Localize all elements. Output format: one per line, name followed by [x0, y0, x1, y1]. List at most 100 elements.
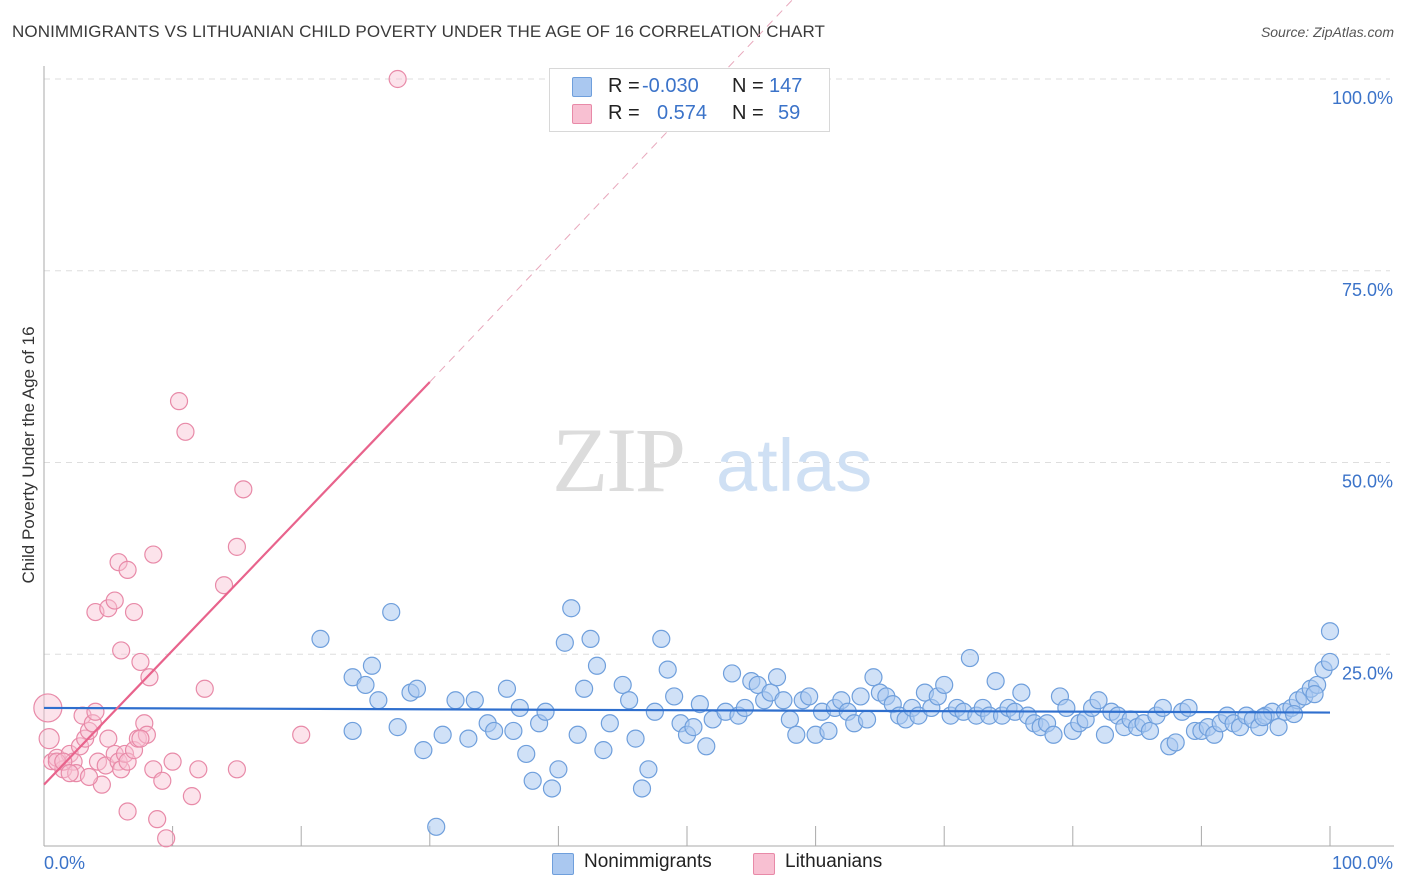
trend-line-lithuanians — [43, 381, 431, 786]
data-point — [986, 671, 1005, 691]
data-point — [645, 702, 664, 721]
y-tick-label: 100.0% — [1332, 88, 1393, 108]
data-point — [1089, 691, 1108, 710]
n-value: 147 — [769, 75, 803, 97]
data-point — [851, 687, 870, 706]
data-point — [1140, 721, 1160, 741]
data-point — [658, 660, 677, 679]
data-point — [369, 691, 388, 710]
data-point — [697, 737, 716, 756]
data-point — [189, 760, 208, 779]
data-point — [722, 664, 742, 683]
data-point — [562, 599, 581, 618]
data-point — [819, 721, 838, 741]
data-point — [935, 675, 954, 695]
data-point — [1166, 733, 1185, 752]
data-point — [169, 392, 189, 411]
data-point — [124, 602, 144, 622]
trend-line-nonimmigrants — [43, 706, 1331, 714]
data-point — [549, 760, 568, 779]
data-point — [555, 633, 574, 652]
data-point — [388, 718, 407, 737]
data-point — [581, 629, 600, 649]
data-point — [613, 675, 632, 695]
data-point — [1284, 704, 1304, 724]
data-point — [388, 69, 407, 89]
n-label: N = — [732, 102, 764, 124]
data-point — [684, 718, 703, 737]
data-point — [1012, 683, 1031, 702]
data-point — [523, 771, 542, 790]
data-point — [86, 702, 105, 721]
data-point — [148, 810, 167, 829]
data-point — [960, 648, 980, 668]
trend-line-lithuanians-extension — [429, 0, 793, 383]
data-point — [144, 545, 163, 564]
n-label: N = — [732, 75, 764, 97]
y-tick-label: 75.0% — [1342, 280, 1393, 300]
data-point — [118, 560, 137, 579]
data-point — [343, 721, 362, 741]
watermark-zip: ZIP — [552, 409, 684, 511]
data-point — [79, 767, 99, 787]
data-point — [632, 779, 652, 798]
data-point — [1320, 622, 1340, 641]
axes — [43, 66, 1394, 847]
data-point — [176, 422, 195, 441]
data-point — [665, 687, 684, 706]
data-point — [214, 576, 234, 595]
data-point — [38, 728, 60, 750]
n-value: 59 — [778, 102, 801, 124]
data-point — [575, 679, 594, 698]
y-tick-label: 50.0% — [1342, 472, 1393, 492]
data-point — [112, 641, 131, 660]
y-tick-labels: 25.0% 50.0% 75.0% 100.0% — [1332, 88, 1393, 683]
source-label: Source: ZipAtlas.com — [1260, 24, 1394, 40]
data-point — [234, 480, 253, 499]
grid-lines — [44, 78, 1390, 655]
x-tick-labels: 0.0% 100.0% — [44, 853, 1393, 873]
data-point — [227, 537, 246, 556]
data-point — [1044, 725, 1063, 744]
data-point — [459, 729, 478, 748]
data-point — [620, 691, 639, 710]
trend-lines — [43, 0, 1331, 786]
r-value: 0.574 — [657, 102, 708, 124]
data-point — [800, 687, 819, 706]
data-point — [118, 752, 137, 771]
data-point — [195, 679, 214, 698]
data-point — [131, 652, 150, 672]
data-point — [382, 602, 401, 622]
x-tick-label: 0.0% — [44, 853, 85, 873]
data-point — [1179, 698, 1198, 718]
data-point — [536, 702, 555, 721]
data-point — [780, 710, 799, 729]
r-label: R = — [608, 102, 640, 124]
chart-title: NONIMMIGRANTS VS LITHUANIAN CHILD POVERT… — [12, 22, 826, 41]
data-point — [1269, 718, 1288, 737]
data-point — [60, 764, 79, 783]
data-point — [497, 679, 517, 698]
data-point — [407, 679, 427, 698]
data-point — [157, 829, 176, 848]
data-point — [1153, 698, 1172, 718]
data-point — [542, 779, 562, 798]
series-nonimmigrants-points — [311, 599, 1340, 836]
nonimmigrants-swatch — [572, 77, 592, 97]
data-point — [446, 691, 465, 710]
data-point — [362, 656, 382, 675]
data-point — [485, 721, 504, 741]
data-point — [690, 695, 709, 714]
data-point — [356, 675, 375, 695]
data-point — [767, 668, 787, 687]
lithuanians-swatch — [572, 104, 592, 124]
watermark-atlas: atlas — [716, 424, 872, 507]
stats-legend-box: R = -0.030 N = 147 R = 0.574 N = 59 — [549, 68, 830, 132]
data-point — [124, 741, 144, 760]
r-label: R = — [608, 75, 640, 97]
data-point — [652, 629, 671, 649]
data-point — [639, 760, 658, 779]
data-point — [54, 752, 73, 771]
data-point — [140, 668, 159, 687]
data-point — [517, 744, 536, 764]
